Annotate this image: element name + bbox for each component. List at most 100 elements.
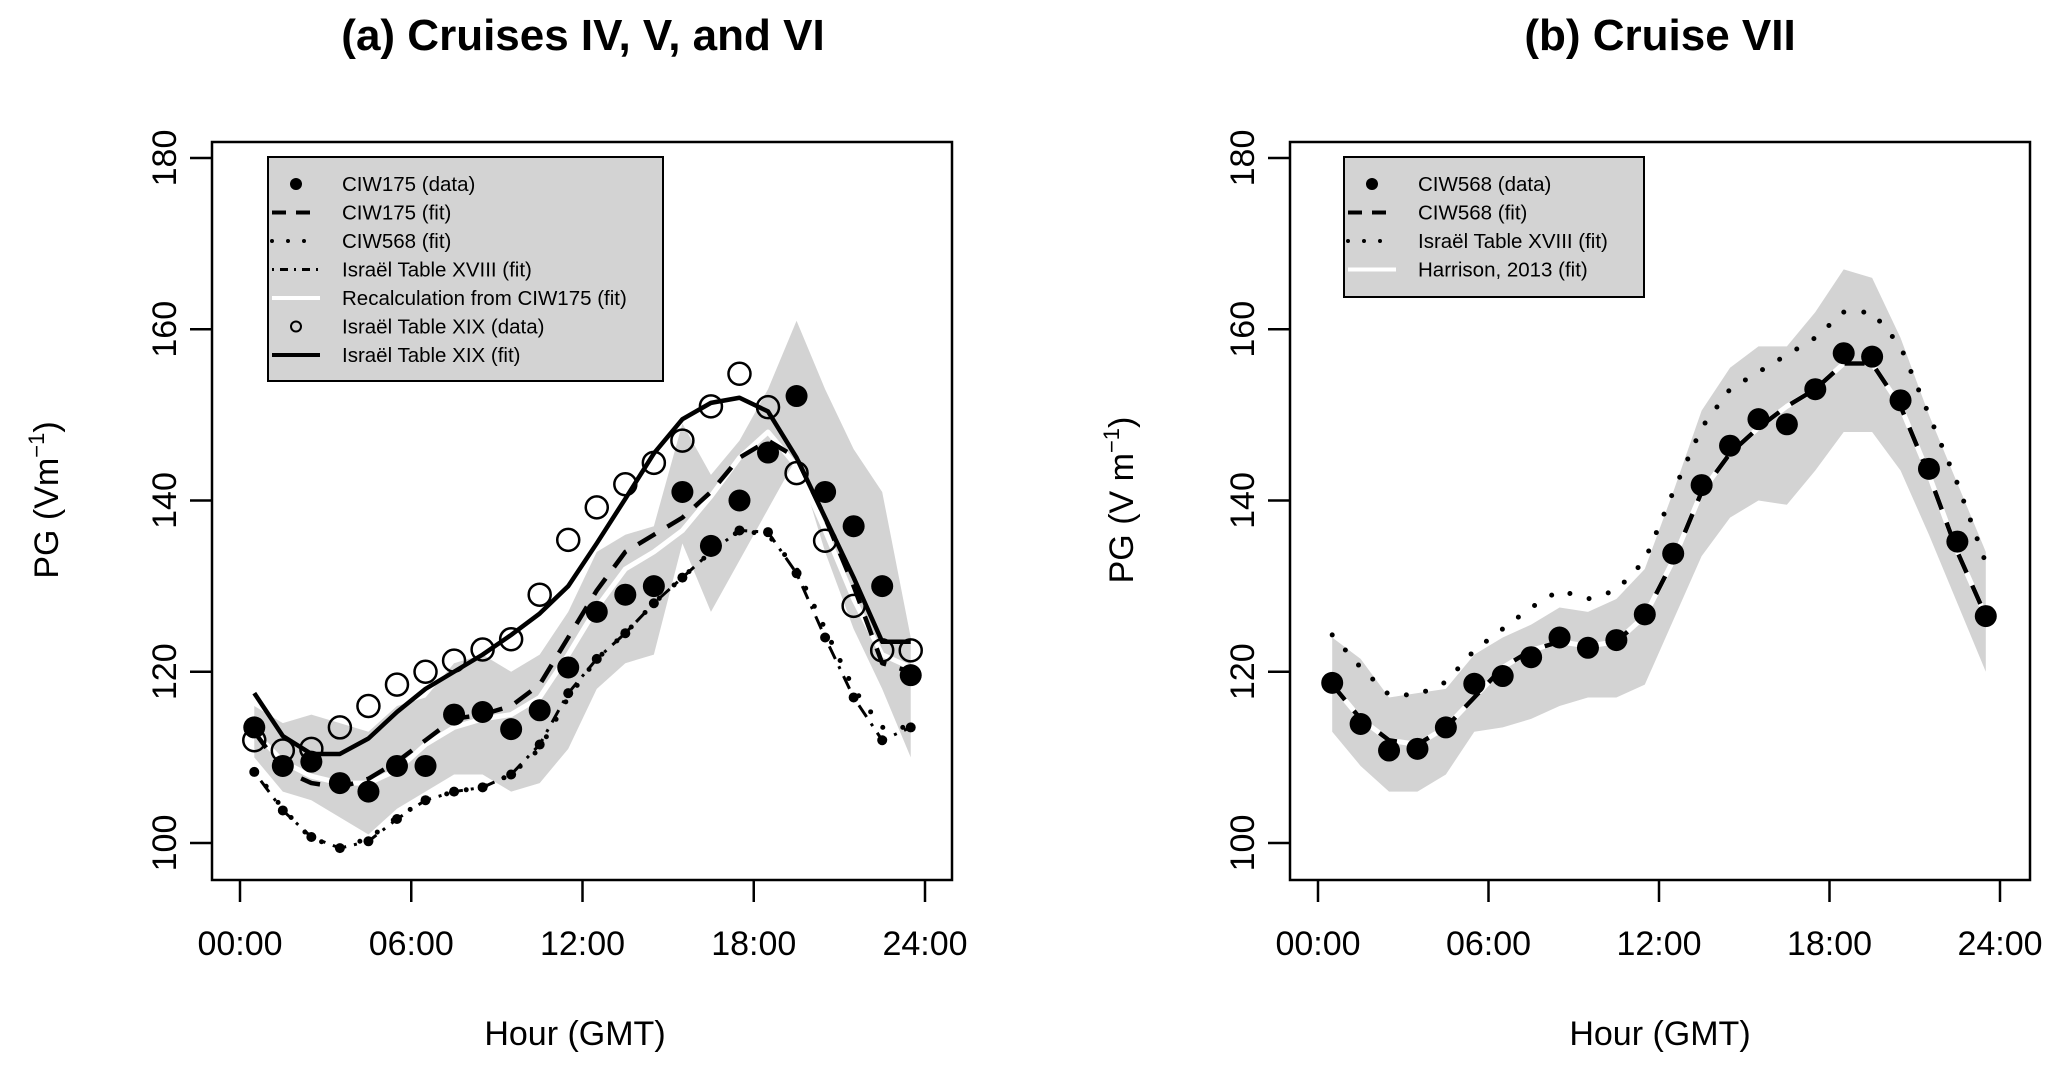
data-point-ciw175-data [757,441,780,464]
panel-a-y-axis: 100 120 140 160 180 [146,130,212,871]
data-point-ciw568-data [1378,739,1401,762]
panel-a: (a) Cruises IV, V, and VI 00:00 06:00 12:0… [24,11,968,1053]
series-point-isra-l-table-xviii-fit [506,769,517,780]
data-point-isra-l-table-xix-data [384,672,410,697]
x-tick-label: 12:00 [540,925,625,963]
data-point-ciw568-data [1520,646,1543,669]
series-point-isra-l-table-xviii-fit [591,653,602,664]
y-tick-label: 160 [146,301,184,358]
x-tick-label: 06:00 [369,925,454,963]
panel-a-x-axis: 00:00 06:00 12:00 18:00 24:00 [197,880,968,963]
data-point-isra-l-table-xix-data [755,394,781,420]
series-line-isra-l-table-xviii-fit [253,528,912,850]
data-point-ciw175-data [243,716,266,739]
data-point-ciw175-data [728,489,751,512]
legend-label-harrison-2013-fit: Harrison, 2013 (fit) [1418,259,1588,282]
panel-b-x-axis: 00:00 06:00 12:00 18:00 24:00 [1275,880,2043,963]
data-point-ciw175-data [357,780,380,803]
series-point-isra-l-table-xviii-fit [905,722,916,733]
data-point-ciw568-data [1917,457,1940,480]
data-point-ciw568-data [1576,636,1599,659]
data-point-ciw568-data [1349,712,1372,735]
data-point-ciw568-data [1974,605,1997,628]
y-tick-label: 180 [146,130,184,187]
panel-b-title: (b) Cruise VII [1524,11,1795,60]
data-point-ciw175-data [899,664,922,687]
series-point-isra-l-table-xviii-fit [334,843,345,854]
data-point-ciw175-data [585,600,608,623]
series-point-isra-l-table-xviii-fit [677,572,688,583]
data-point-isra-l-table-xix-data [356,693,381,719]
legend-label-ciw568-fit: CIW568 (fit) [342,230,451,253]
panel-b-plot-area [1321,269,1997,792]
series-point-isra-l-table-xviii-fit [249,766,260,777]
legend-label-isra-l-table-xviii-fit: Israël Table XVIII (fit) [342,259,532,282]
y-tick-label: 140 [1224,472,1262,529]
data-point-ciw568-data [1690,474,1713,497]
data-point-isra-l-table-xix-data [898,638,923,663]
panel-a-y-axis-label: PG (Vm−1) [24,421,66,578]
panel-b-y-label-main: PG (V m [1103,453,1141,583]
data-point-ciw175-data [814,480,837,503]
panel-a-y-label-close: ) [28,421,66,432]
data-point-isra-l-table-xix-data [584,495,610,520]
data-point-ciw568-data [1321,671,1344,694]
data-point-ciw175-data [528,699,551,722]
data-point-ciw175-data [414,754,437,777]
panel-b-y-label-sup: −1 [1099,428,1124,453]
data-point-isra-l-table-xix-data [555,527,581,553]
series-point-isra-l-table-xviii-fit [420,795,431,806]
y-tick-label: 160 [1224,301,1262,358]
data-point-ciw568-data [1889,389,1912,412]
data-point-isra-l-table-xix-data [641,450,667,476]
legend-label-ciw175-data: CIW175 (data) [342,173,475,196]
data-point-ciw175-data [614,583,637,606]
data-point-ciw568-data [1861,345,1884,368]
y-tick-label: 120 [1224,643,1262,700]
data-point-ciw175-data [385,754,408,777]
data-point-ciw568-data [1548,626,1571,649]
data-point-isra-l-table-xix-data [441,648,467,673]
data-point-isra-l-table-xix-data [498,626,524,652]
data-point-isra-l-table-xix-data [812,528,838,553]
data-point-ciw568-data [1605,629,1628,652]
x-tick-label: 00:00 [197,925,282,963]
data-point-isra-l-table-xix-data [470,637,495,662]
data-point-ciw568-data [1804,378,1827,401]
series-point-isra-l-table-xviii-fit [563,688,574,699]
uncertainty-band [254,320,911,835]
data-point-ciw175-data [300,750,323,773]
series-point-isra-l-table-xviii-fit [534,739,545,750]
panel-b-y-label-close: ) [1103,417,1141,428]
series-point-isra-l-table-xviii-fit [620,628,631,639]
data-point-isra-l-table-xix-data [784,460,809,486]
series-point-isra-l-table-xviii-fit [848,692,859,703]
panel-a-legend-box [267,156,664,382]
data-point-ciw175-data [699,534,722,557]
x-tick-label: 06:00 [1446,925,1531,963]
x-tick-label: 00:00 [1275,925,1360,963]
series-line-isra-l-table-xix-fit [252,395,911,757]
legend-label-isra-l-table-xviii-fit: Israël Table XVIII (fit) [1418,230,1608,253]
panel-b: (b) Cruise VII 00:00 06:00 12:00 18:00 24:00… [1099,11,2043,1053]
data-point-isra-l-table-xix-data [299,736,324,762]
data-point-ciw568-data [1832,342,1855,365]
data-point-ciw568-data [1434,716,1457,739]
panel-a-x-axis-label: Hour (GMT) [484,1015,665,1053]
series-point-isra-l-table-xviii-fit [477,782,488,793]
data-point-ciw175-data [785,385,808,408]
data-point-ciw175-data [557,656,580,679]
data-point-ciw175-data [443,703,466,726]
x-tick-label: 12:00 [1616,925,1701,963]
panel-a-title: (a) Cruises IV, V, and VI [341,11,824,60]
x-tick-label: 18:00 [1787,925,1872,963]
panel-a-legend: CIW175 (data) CIW175 (fit) CIW568 (fit) Isr… [267,156,664,382]
data-point-isra-l-table-xix-data [327,715,353,740]
series-point-isra-l-table-xviii-fit [820,632,831,643]
data-point-ciw568-data [1633,603,1656,626]
panel-b-y-axis: 100 120 140 160 180 [1224,130,1290,871]
data-point-ciw175-data [500,718,523,741]
legend-label-ciw568-data: CIW568 (data) [1418,173,1551,196]
legend-label-isra-l-table-xix-fit: Israël Table XIX (fit) [342,344,521,367]
